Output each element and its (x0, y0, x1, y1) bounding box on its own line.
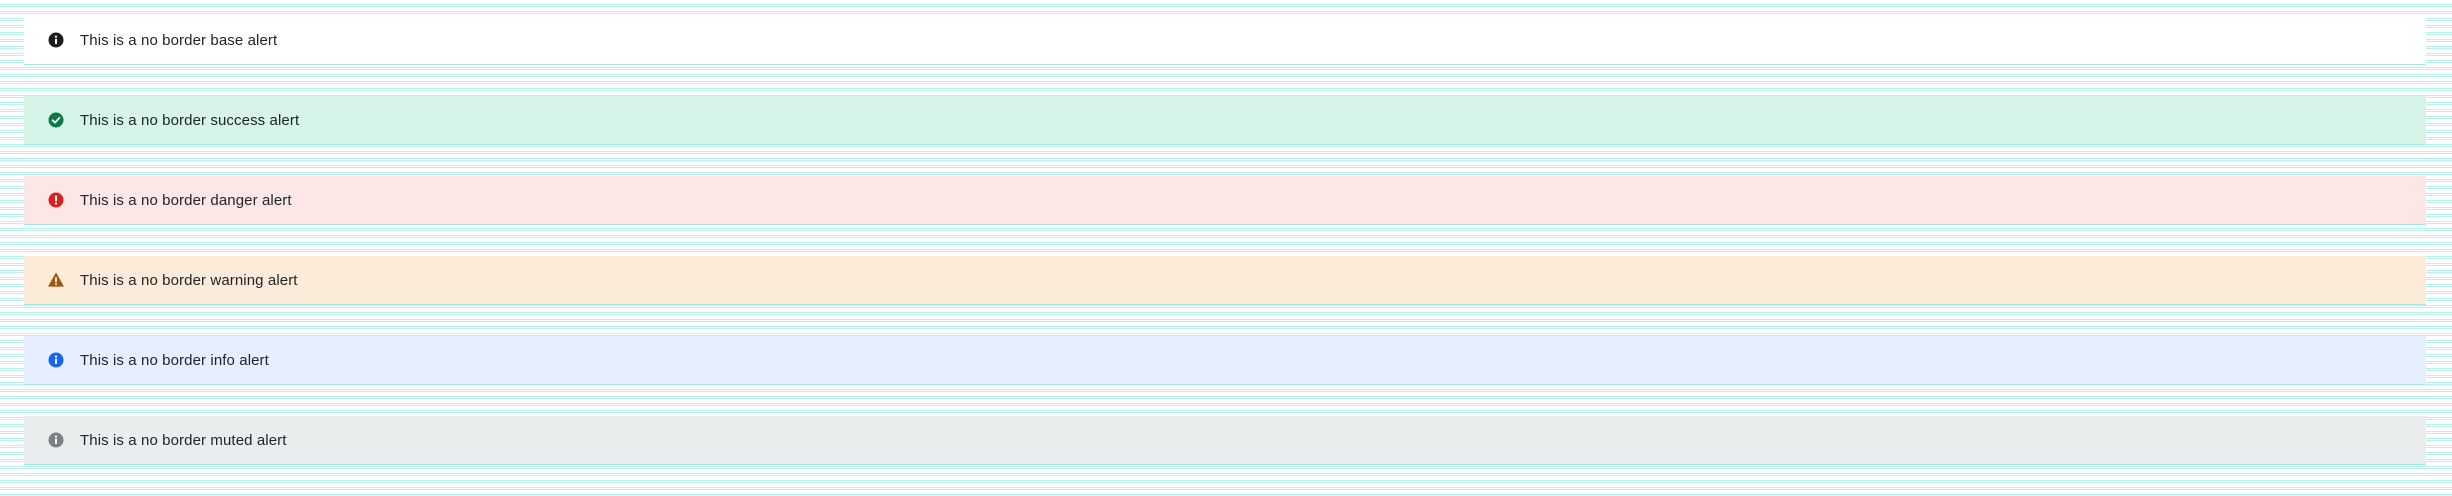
info-icon (48, 432, 64, 448)
error-icon (48, 192, 64, 208)
warning-icon (48, 272, 64, 288)
alert-text: This is a no border success alert (80, 111, 300, 129)
alert-text: This is a no border warning alert (80, 271, 298, 289)
check-icon (48, 112, 64, 128)
alert-text: This is a no border base alert (80, 31, 278, 49)
alert-text: This is a no border muted alert (80, 431, 287, 449)
alert-success: This is a no border success alert (24, 96, 2426, 144)
alert-warning: This is a no border warning alert (24, 256, 2426, 304)
alert-text: This is a no border danger alert (80, 191, 292, 209)
alert-stack: This is a no border base alert This is a… (24, 16, 2426, 496)
info-icon (48, 352, 64, 368)
alert-danger: This is a no border danger alert (24, 176, 2426, 224)
alert-text: This is a no border info alert (80, 351, 269, 369)
alert-muted: This is a no border muted alert (24, 416, 2426, 464)
info-icon (48, 32, 64, 48)
alert-base: This is a no border base alert (24, 16, 2426, 64)
alert-info: This is a no border info alert (24, 336, 2426, 384)
